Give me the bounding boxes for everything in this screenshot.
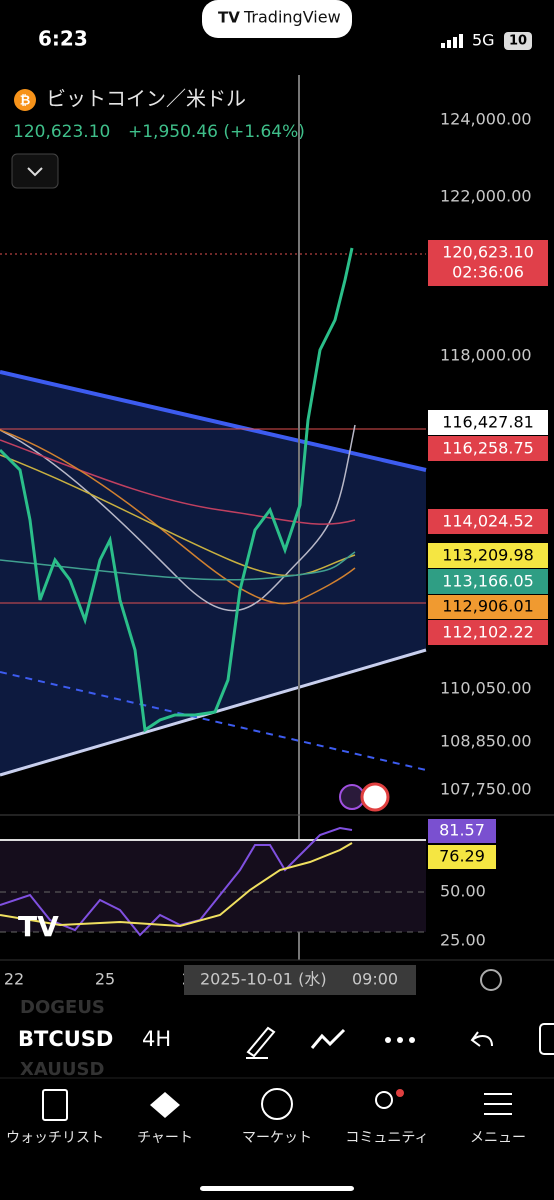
price-tag [428,240,548,286]
home-indicator [200,1186,354,1191]
price-tag [428,509,548,534]
symbol-price: 120,623.10 [13,122,110,142]
price-axis-label: 107,750.00 [440,780,532,799]
toolbar-interval[interactable]: 4H [142,1027,171,1051]
price-axis-label: 110,050.00 [440,679,532,698]
price-tag [428,595,548,619]
indicator-tag [428,819,496,843]
watchlist-hint: DOGEUS [20,997,105,1018]
indicator-tag [428,845,496,869]
brand-pill [202,0,352,38]
indicator-tag-label: 76.29 [439,847,485,866]
chevron-icon [27,167,43,177]
coin-icon [14,89,36,111]
ma-line [0,454,356,577]
brand: TradingView [243,8,341,27]
tab-label[interactable]: マーケット [242,1130,312,1146]
trend-line-upper [0,370,427,472]
countdown: 02:36:06 [452,263,524,282]
price-tag-label: 114,024.52 [442,512,534,531]
price-tag-label: 116,258.75 [442,439,534,458]
coin-glyph: ₿ [20,94,31,109]
tab-label[interactable]: チャート [137,1130,193,1146]
undo-icon[interactable] [470,1031,493,1047]
brand-logo: TV [218,9,240,27]
signal-icon [441,34,463,48]
clock: 6:23 [38,27,88,51]
fullscreen-icon[interactable] [539,1023,554,1055]
indicator-signal [0,842,353,928]
tab-icon [375,1091,393,1109]
network: 5G [472,31,495,50]
toolbar-symbol[interactable]: BTCUSD [18,1027,113,1051]
indicator-band [0,840,426,932]
price-tag [428,543,548,568]
symbol-change: +1,950.46 (+1.64%) [128,122,305,142]
tab-icon [150,1092,180,1118]
draw-icon[interactable] [246,1026,276,1059]
price-tag [428,620,548,645]
price-axis-label: 122,000.00 [440,187,532,206]
tab-label[interactable]: メニュー [470,1130,526,1146]
indicator-tag-label: 81.57 [439,821,485,840]
ma-line [0,424,356,612]
tv-watermark: TV [18,910,59,943]
price-tag-label: 113,166.05 [442,572,534,591]
battery-icon [504,32,532,50]
more-icon[interactable] [385,1037,415,1043]
pattern-fill [0,372,426,775]
event-icon[interactable] [360,782,390,812]
symbol-name: ビットコイン／米ドル [46,87,246,111]
tab-icon [42,1089,68,1121]
event-icon[interactable] [339,784,365,810]
indicator-axis-label: 50.00 [440,882,486,901]
notification-dot [396,1089,404,1097]
price-axis-label: 118,000.00 [440,346,532,365]
time-axis-label: 25 [95,970,115,989]
ma-line [0,429,356,605]
price-tag-label: 113,209.98 [442,546,534,565]
price-tag-label: 116,427.81 [442,413,534,432]
ma-line [0,439,356,525]
indicator-icon[interactable] [310,1028,346,1049]
time-axis-label: 22 [4,970,24,989]
price-axis-label: 124,000.00 [440,110,532,129]
crosshair-date: 2025-10-01 (水) [200,970,327,989]
price-tag-label: 120,623.10 [442,243,534,262]
price-tag-label: 112,906.01 [442,597,534,616]
crosshair-time: 09:00 [352,970,398,989]
tab-label[interactable]: ウォッチリスト [6,1130,104,1146]
watchlist-hint: XAUUSD [20,1059,104,1080]
crosshair-label-box [184,965,416,995]
settings-icon[interactable] [480,969,502,991]
price-tag-label: 112,102.22 [442,623,534,642]
trend-line-dashed [0,671,427,771]
tab-icon [484,1093,512,1115]
tab-icon [261,1088,293,1120]
price-tag [428,436,548,461]
indicator-axis-label: 25.00 [440,931,486,950]
price-tag [428,410,548,435]
price-axis-label: 108,850.00 [440,732,532,751]
price-tag [428,569,548,594]
collapse-button[interactable] [11,153,59,189]
tab-label[interactable]: コミュニティ [345,1130,428,1146]
price-path [0,247,354,733]
battery: 10 [509,34,527,49]
